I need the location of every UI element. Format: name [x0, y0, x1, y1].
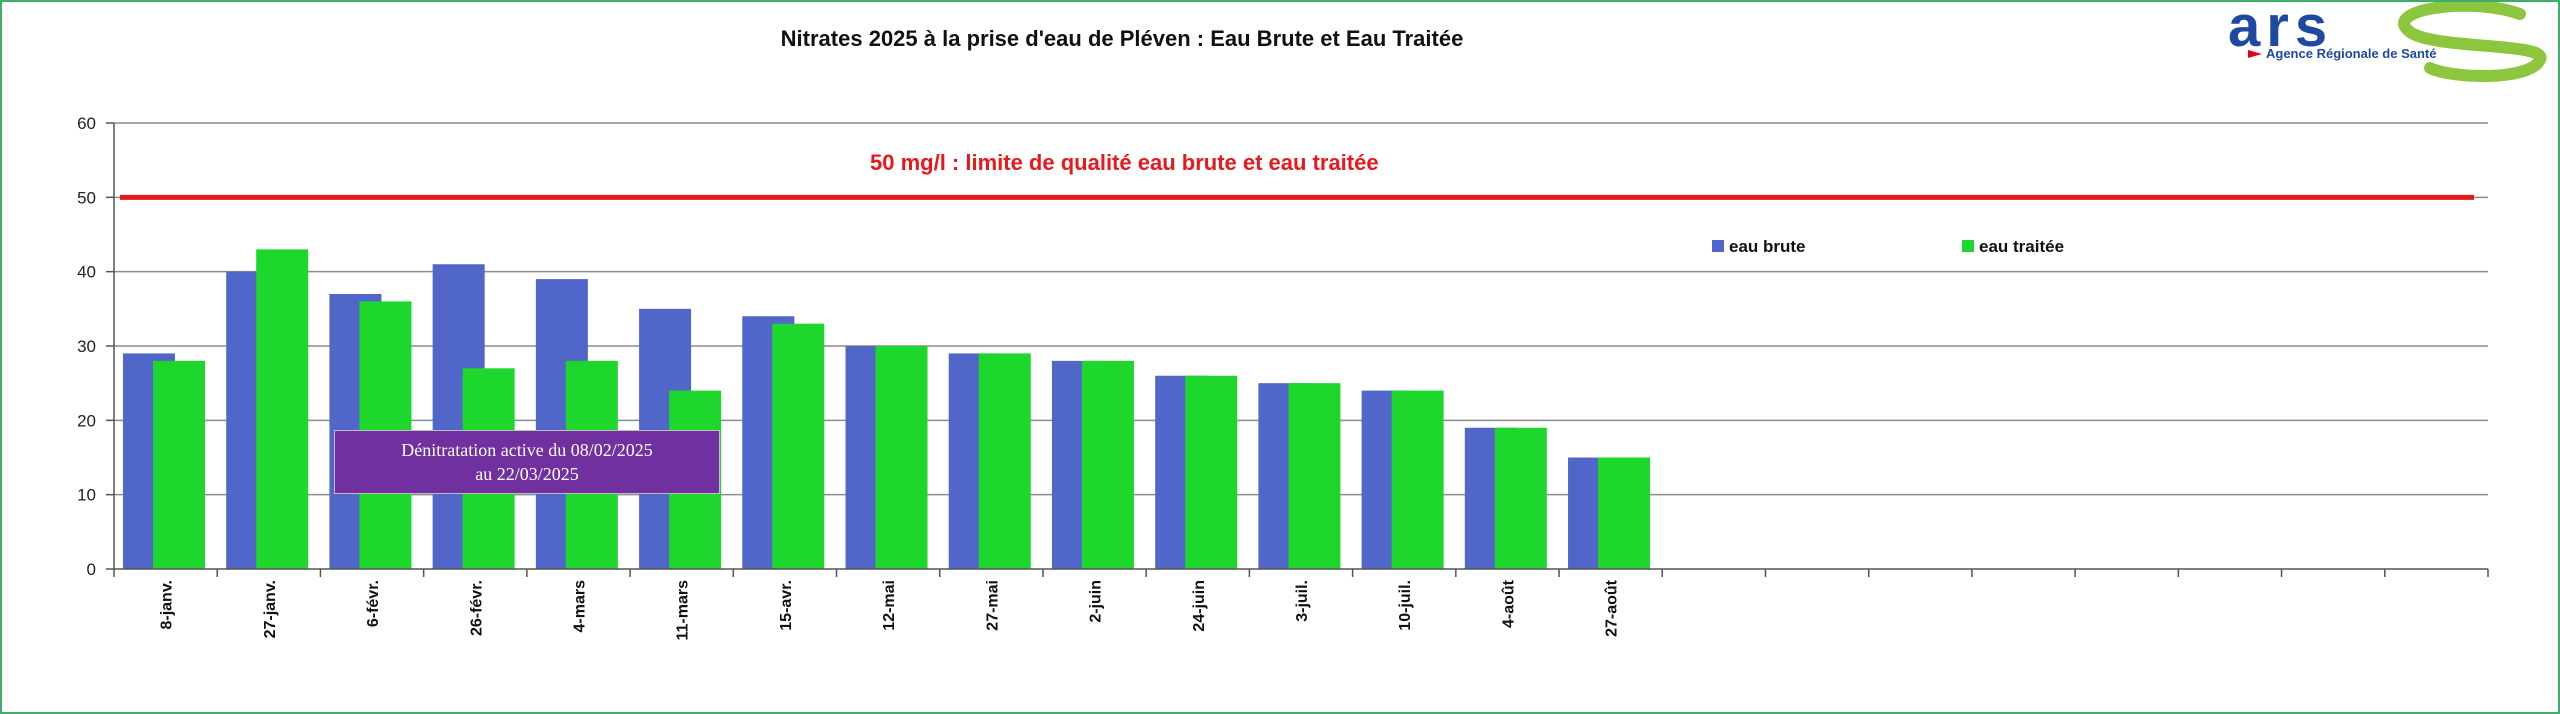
- y-axis-ticks: 0 10 20 30 40 50 60: [77, 114, 114, 579]
- x-tick-label: 8-janv.: [159, 580, 176, 630]
- bar-eau-traitee: [1288, 383, 1341, 569]
- y-tick-label: 10: [77, 486, 96, 505]
- reference-line-group: 50 mg/l : limite de qualité eau brute et…: [120, 150, 2474, 200]
- annotation-line-1: Dénitratation active du 08/02/2025: [401, 440, 653, 460]
- x-tick-label: 12-mai: [881, 580, 898, 631]
- x-tick-label: 15-avr.: [778, 580, 795, 631]
- annotation-line-2: au 22/03/2025: [475, 464, 579, 484]
- y-tick-label: 60: [77, 114, 96, 133]
- legend-label: eau traitée: [1979, 237, 2064, 256]
- logo-subtitle: Agence Régionale de Santé: [2266, 46, 2437, 61]
- x-tick-label: 11-mars: [675, 580, 692, 641]
- x-tick-label: 10-juil.: [1397, 580, 1414, 631]
- bar-eau-traitee: [153, 360, 205, 569]
- bars: [123, 249, 1651, 569]
- logo-swoosh: [2398, 2, 2547, 82]
- y-tick-label: 50: [77, 188, 96, 207]
- bar-eau-traitee: [875, 346, 928, 569]
- denitration-annotation: Dénitratation active du 08/02/2025 au 22…: [334, 430, 720, 494]
- x-tick-label: 4-août: [1500, 579, 1517, 628]
- logo-letters: ars: [2228, 2, 2333, 59]
- x-tick-label: 26-févr.: [468, 580, 485, 636]
- chart-title: Nitrates 2025 à la prise d'eau de Pléven…: [780, 26, 1464, 51]
- x-tick-label: 24-juin: [1191, 580, 1208, 632]
- x-tick-label: 3-juil.: [1294, 580, 1311, 622]
- y-tick-label: 20: [77, 411, 96, 430]
- x-tick-label: 27-janv.: [262, 580, 279, 638]
- logo-arrow: [2248, 50, 2262, 58]
- y-tick-label: 0: [87, 560, 96, 579]
- x-tick-label: 27-août: [1604, 579, 1621, 637]
- legend: eau brute eau traitée: [1712, 237, 2064, 256]
- bar-eau-traitee: [1494, 427, 1547, 569]
- legend-swatch: [1962, 240, 1974, 252]
- legend-label: eau brute: [1729, 237, 1806, 256]
- bar-eau-traitee: [256, 249, 309, 569]
- y-tick-label: 30: [77, 337, 96, 356]
- bar-eau-traitee: [978, 353, 1031, 569]
- x-tick-label: 27-mai: [984, 580, 1001, 631]
- bar-eau-traitee: [1391, 390, 1444, 569]
- quality-limit-label: 50 mg/l : limite de qualité eau brute et…: [870, 150, 1379, 175]
- x-tick-label: 6-févr.: [365, 580, 382, 627]
- bar-eau-traitee: [1185, 375, 1238, 569]
- y-tick-label: 40: [77, 263, 96, 282]
- legend-swatch: [1712, 240, 1724, 252]
- axes: [113, 123, 2488, 570]
- ars-logo: ars Agence Régionale de Santé: [2228, 2, 2547, 82]
- x-axis-ticks: 8-janv. 27-janv. 6-févr. 26-févr. 4-mars 11-m…: [113, 569, 2489, 641]
- x-tick-label: 4-mars: [571, 580, 588, 633]
- bar-eau-traitee: [772, 323, 825, 569]
- bar-eau-traitee: [1598, 457, 1651, 569]
- x-tick-label: 2-juin: [1088, 580, 1105, 623]
- bar-eau-traitee: [1081, 360, 1134, 569]
